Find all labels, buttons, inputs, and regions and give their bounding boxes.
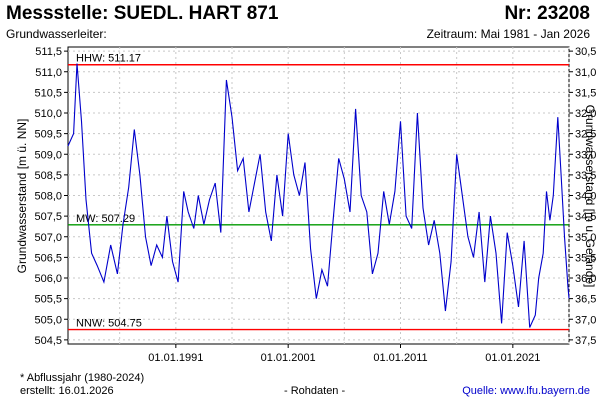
groundwater-series-line <box>67 63 570 328</box>
y2-tick-label: 35,0 <box>575 232 596 244</box>
y2-tick-label: 36,0 <box>575 273 596 285</box>
reference-line-label: HHW: 511.17 <box>76 53 141 65</box>
y2-tick-label: 34,5 <box>575 211 596 223</box>
y2-tick-label: 36,5 <box>575 294 596 306</box>
y2-tick-label: 30,5 <box>575 46 596 58</box>
y-tick-label: 507,0 <box>34 232 62 244</box>
reference-line-label: NNW: 504.75 <box>76 318 142 330</box>
x-axis: 01.01.1991 01.01.2001 01.01.2011 01.01.2021 <box>148 344 540 364</box>
y-tick-label: 511,0 <box>35 67 62 79</box>
y2-tick-label: 37,0 <box>575 314 596 326</box>
y-tick-label: 506,5 <box>34 252 62 264</box>
y-tick-label: 508,0 <box>34 191 62 203</box>
reference-line-label: MW: 507.29 <box>76 213 135 225</box>
y-axis-left: 504,5 505,0 505,5 506,0 506,5 507,0 507,5 508,0… <box>34 46 68 347</box>
y-axis-right: 37,5 37,0 36,5 36,0 35,5 35,0 34,5 34,0 33,5 33,0… <box>569 46 596 347</box>
y-tick-label: 505,5 <box>34 294 62 306</box>
y2-tick-label: 33,5 <box>575 170 596 182</box>
y2-tick-label: 37,5 <box>575 335 596 347</box>
x-tick-label: 01.01.2021 <box>485 352 540 364</box>
y2-tick-label: 31,0 <box>575 67 596 79</box>
created-date: erstellt: 16.01.2026 <box>20 385 114 397</box>
reference-lines: HHW: 511.17 MW: 507.29 NNW: 504.75 <box>68 53 569 331</box>
y-tick-label: 510,0 <box>34 108 62 120</box>
y2-tick-label: 32,0 <box>575 108 596 120</box>
y-tick-label: 508,5 <box>34 170 62 182</box>
period-label: Zeitraum: Mai 1981 - Jan 2026 <box>426 27 590 41</box>
y-tick-label: 509,5 <box>34 129 62 141</box>
y-tick-label: 506,0 <box>34 273 62 285</box>
y-axis-title: Grundwasserstand [m ü. NN] <box>15 119 29 274</box>
chart-title: Messstelle: SUEDL. HART 871 <box>6 3 279 24</box>
y-tick-label: 505,0 <box>34 314 62 326</box>
station-number: Nr: 23208 <box>504 3 590 24</box>
y2-tick-label: 33,0 <box>575 149 596 161</box>
x-tick-label: 01.01.1991 <box>148 352 203 364</box>
source-link[interactable]: Quelle: www.lfu.bayern.de <box>462 385 590 397</box>
x-tick-label: 01.01.2011 <box>373 352 427 364</box>
footnote: * Abflussjahr (1980-2024) <box>20 372 145 384</box>
y-tick-label: 509,0 <box>34 149 62 161</box>
raw-data-label: - Rohdaten - <box>284 385 346 397</box>
y-tick-label: 511,5 <box>35 46 62 58</box>
y-tick-label: 507,5 <box>34 211 62 223</box>
y2-tick-label: 34,0 <box>575 191 596 203</box>
grid <box>68 47 570 344</box>
aquifer-label: Grundwasserleiter: <box>6 27 107 41</box>
y2-tick-label: 32,5 <box>575 129 596 141</box>
y2-tick-label: 31,5 <box>575 87 596 99</box>
y-tick-label: 510,5 <box>34 87 62 99</box>
x-tick-label: 01.01.2001 <box>261 352 316 364</box>
y2-tick-label: 35,5 <box>575 252 596 264</box>
y2-axis-title: Grundwasserstand [m u. Gelände] <box>583 105 597 288</box>
y-tick-label: 504,5 <box>34 335 62 347</box>
